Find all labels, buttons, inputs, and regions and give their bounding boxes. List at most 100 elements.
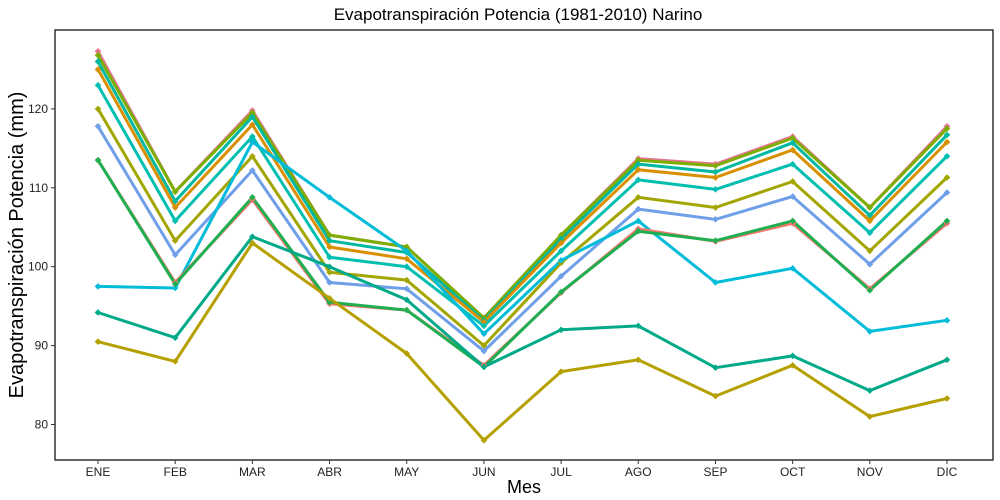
data-point (403, 276, 411, 284)
data-point (249, 152, 256, 160)
x-tick-label-abr: ABR (317, 465, 342, 479)
data-point (866, 204, 874, 211)
data-point (789, 193, 796, 200)
data-point (249, 239, 256, 247)
data-point (94, 156, 102, 164)
x-tick-label-ago: AGO (625, 465, 652, 479)
x-tick-label-dic: DIC (937, 465, 958, 479)
data-point (712, 204, 719, 211)
series-line-6 (96, 108, 949, 348)
data-point (94, 81, 102, 89)
data-point (326, 263, 333, 270)
data-point (480, 318, 488, 326)
data-point (943, 217, 951, 225)
data-point (789, 264, 796, 272)
series-line-10 (96, 159, 949, 369)
data-point (943, 189, 951, 196)
data-point (712, 237, 719, 244)
series-line-12 (97, 241, 948, 442)
y-tick-label: 120 (28, 102, 48, 116)
data-point (249, 193, 256, 201)
plot-panel (54, 29, 994, 461)
data-point (171, 280, 179, 288)
data-point (943, 317, 951, 324)
data-point (634, 227, 642, 235)
x-tick-label-jun: JUN (472, 465, 495, 479)
data-point (943, 125, 951, 132)
data-point (634, 156, 642, 164)
data-point (557, 272, 565, 280)
data-point (171, 358, 179, 365)
data-point (249, 121, 256, 128)
data-point (403, 263, 411, 270)
x-tick-label-oct: OCT (780, 465, 806, 479)
data-point (789, 352, 796, 360)
data-point (326, 253, 333, 261)
data-point (480, 330, 488, 338)
data-point (557, 368, 565, 375)
data-point (326, 243, 333, 251)
data-point (789, 160, 796, 168)
data-point (943, 138, 951, 146)
data-point (866, 247, 874, 255)
data-point (634, 193, 642, 201)
x-tick-label-may: MAY (394, 465, 419, 479)
data-point (480, 436, 488, 444)
data-point (789, 178, 796, 185)
data-point (866, 387, 874, 394)
data-point (171, 197, 179, 205)
data-point (712, 216, 719, 223)
x-tick-label-ene: ENE (86, 465, 111, 479)
data-point (171, 251, 179, 259)
data-point (557, 288, 565, 296)
data-point (557, 231, 565, 239)
series-line-4 (96, 68, 949, 324)
data-point (94, 122, 102, 130)
data-point (94, 48, 102, 55)
x-tick-label-feb: FEB (164, 465, 187, 479)
data-point (249, 113, 256, 121)
data-point (866, 212, 874, 219)
data-point (480, 363, 488, 371)
x-tick-label-jul: JUL (550, 465, 572, 479)
data-point (249, 109, 256, 117)
data-point (634, 217, 642, 225)
data-point (94, 105, 102, 113)
data-point (403, 255, 411, 263)
data-point (326, 294, 333, 302)
data-point (171, 284, 179, 292)
data-point (557, 235, 565, 243)
data-point (557, 239, 565, 247)
data-point (94, 309, 102, 316)
data-point (326, 193, 333, 201)
data-point (943, 395, 951, 402)
data-point (634, 176, 642, 184)
y-tick-label: 110 (29, 181, 48, 195)
y-axis: 80 90 100 110 120 (28, 102, 55, 431)
data-point (712, 186, 719, 193)
data-point (943, 174, 951, 181)
data-point (789, 139, 796, 147)
y-tick-label: 90 (35, 339, 49, 353)
data-point (403, 350, 411, 357)
data-point (171, 188, 179, 196)
series-line-5 (96, 84, 949, 328)
data-point (943, 131, 951, 139)
data-point (94, 283, 102, 290)
data-point (712, 174, 719, 181)
data-point (326, 237, 333, 244)
data-point (326, 279, 333, 286)
data-point (712, 162, 719, 170)
data-point (789, 362, 796, 369)
data-point (712, 392, 719, 400)
data-point (789, 217, 796, 225)
data-point (634, 356, 642, 364)
data-point (249, 233, 256, 241)
series-points (94, 48, 951, 444)
x-tick-label-nov: NOV (857, 465, 883, 479)
data-point (557, 326, 565, 334)
data-point (249, 167, 256, 174)
data-point (866, 217, 874, 225)
data-point (326, 268, 333, 276)
y-tick-label: 80 (35, 417, 49, 431)
